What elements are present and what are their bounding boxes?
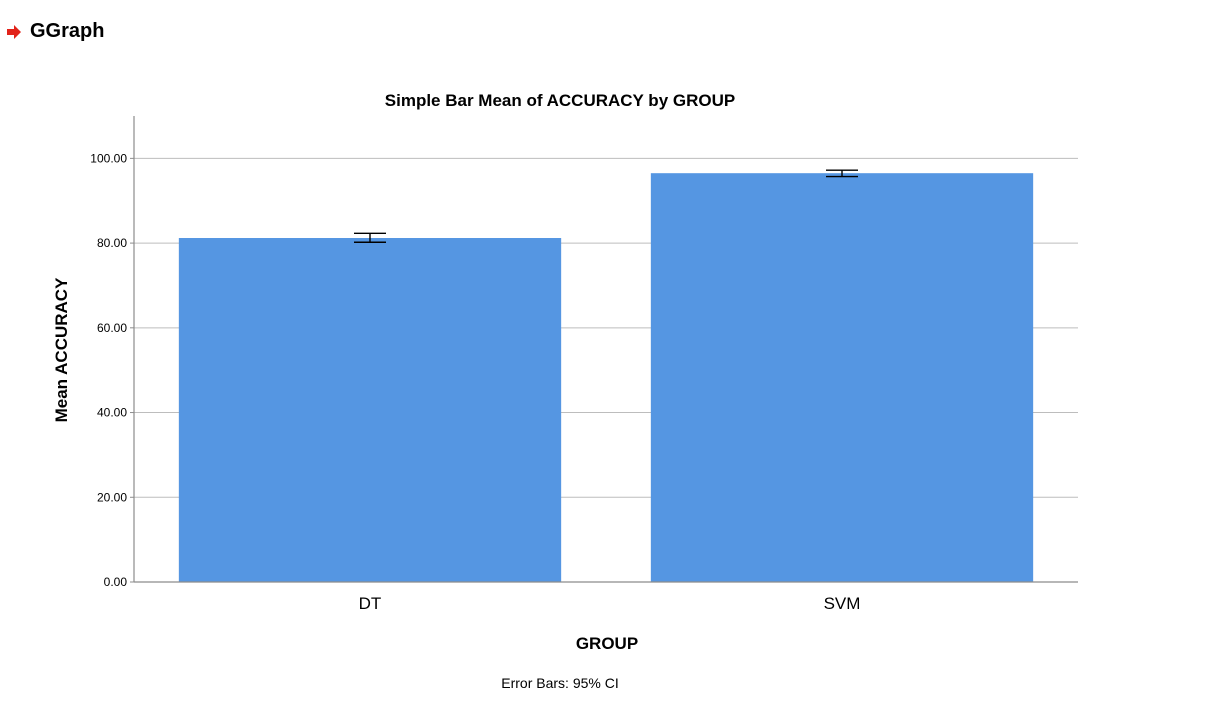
y-tick-label: 40.00: [97, 406, 127, 420]
chart-title: Simple Bar Mean of ACCURACY by GROUP: [385, 91, 735, 110]
y-tick-label: 100.00: [90, 151, 127, 165]
axes: [133, 116, 1078, 583]
x-tick-label-svm: SVM: [824, 594, 861, 613]
x-tick-label-dt: DT: [359, 594, 382, 613]
error-bar-footnote: Error Bars: 95% CI: [501, 675, 618, 691]
y-axis-ticks: 0.00 20.00 40.00 60.00 80.00 100.00: [90, 151, 134, 589]
y-tick-label: 60.00: [97, 321, 127, 335]
bars: [178, 173, 1034, 583]
x-axis-categories: DT SVM: [359, 594, 861, 613]
arrow-right-icon[interactable]: [6, 24, 22, 40]
error-bar-svm: [826, 169, 858, 178]
x-axis-title: GROUP: [576, 634, 638, 653]
error-bar-dt: [354, 232, 386, 243]
output-header: GGraph: [6, 20, 104, 43]
bar-svm: [650, 173, 1034, 582]
y-tick-label: 20.00: [97, 490, 127, 504]
output-title[interactable]: GGraph: [30, 20, 105, 42]
error-bars: [354, 169, 858, 243]
y-axis-title: Mean ACCURACY: [52, 277, 71, 422]
y-tick-label: 0.00: [104, 575, 128, 589]
y-tick-label: 80.00: [97, 236, 127, 250]
bar-dt: [178, 238, 562, 583]
